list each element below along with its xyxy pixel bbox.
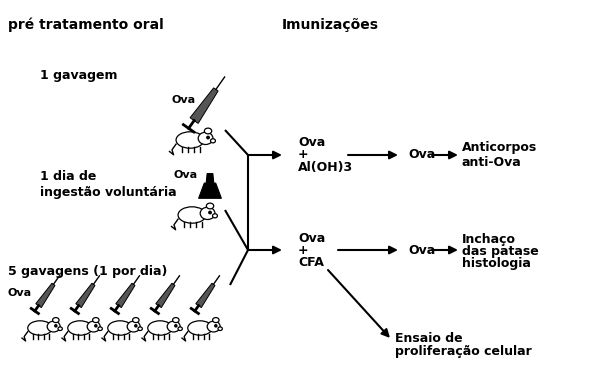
Text: Ensaio de: Ensaio de xyxy=(395,332,463,344)
Ellipse shape xyxy=(167,321,180,332)
Polygon shape xyxy=(36,283,55,308)
Circle shape xyxy=(207,136,209,139)
Ellipse shape xyxy=(98,327,102,330)
Ellipse shape xyxy=(178,327,182,330)
Text: das patase: das patase xyxy=(462,245,539,258)
Text: Ova: Ova xyxy=(408,149,435,162)
Text: 1 gavagem: 1 gavagem xyxy=(40,68,118,81)
Ellipse shape xyxy=(132,318,139,323)
Text: Ova: Ova xyxy=(298,137,326,149)
Ellipse shape xyxy=(198,132,213,145)
Ellipse shape xyxy=(213,214,217,218)
Ellipse shape xyxy=(173,318,179,323)
Ellipse shape xyxy=(138,327,143,330)
Ellipse shape xyxy=(200,207,215,219)
Polygon shape xyxy=(190,88,218,123)
Text: CFA: CFA xyxy=(298,255,324,269)
Ellipse shape xyxy=(68,321,92,335)
Circle shape xyxy=(135,325,137,327)
Text: pré tratamento oral: pré tratamento oral xyxy=(8,18,164,32)
Text: Inchaço: Inchaço xyxy=(462,234,516,247)
Text: Imunizações: Imunizações xyxy=(282,18,378,32)
Ellipse shape xyxy=(176,132,204,148)
Ellipse shape xyxy=(210,139,216,143)
Circle shape xyxy=(215,325,217,327)
Ellipse shape xyxy=(213,318,219,323)
Ellipse shape xyxy=(218,327,222,330)
Text: 5 gavagens (1 por dia): 5 gavagens (1 por dia) xyxy=(8,265,168,279)
Ellipse shape xyxy=(87,321,100,332)
Text: Ova: Ova xyxy=(172,95,196,105)
Text: Ova: Ova xyxy=(408,244,435,256)
Ellipse shape xyxy=(58,327,62,330)
Text: proliferação celular: proliferação celular xyxy=(395,346,532,358)
Ellipse shape xyxy=(148,321,172,335)
Text: Ova: Ova xyxy=(8,288,32,298)
Text: Anticorpos: Anticorpos xyxy=(462,142,537,155)
Circle shape xyxy=(55,325,57,327)
Ellipse shape xyxy=(28,321,52,335)
Ellipse shape xyxy=(93,318,99,323)
Polygon shape xyxy=(198,183,222,198)
Polygon shape xyxy=(156,283,175,308)
Ellipse shape xyxy=(108,321,132,335)
Ellipse shape xyxy=(207,321,220,332)
Polygon shape xyxy=(116,283,135,308)
Circle shape xyxy=(175,325,177,327)
Ellipse shape xyxy=(206,203,214,209)
Ellipse shape xyxy=(188,321,212,335)
Ellipse shape xyxy=(127,321,140,332)
Text: anti-Ova: anti-Ova xyxy=(462,156,522,169)
Text: Ova: Ova xyxy=(174,170,198,180)
Text: Al(OH)3: Al(OH)3 xyxy=(298,160,353,173)
Ellipse shape xyxy=(178,207,206,223)
Circle shape xyxy=(209,211,211,214)
Ellipse shape xyxy=(47,321,60,332)
Polygon shape xyxy=(76,283,95,308)
Polygon shape xyxy=(196,283,215,308)
Ellipse shape xyxy=(204,128,211,134)
Ellipse shape xyxy=(53,318,59,323)
Text: Ova: Ova xyxy=(298,231,326,244)
Text: +: + xyxy=(298,149,309,162)
Circle shape xyxy=(95,325,97,327)
Text: 1 dia de
ingestão voluntária: 1 dia de ingestão voluntária xyxy=(40,170,176,199)
Polygon shape xyxy=(206,174,214,183)
Text: histologia: histologia xyxy=(462,258,531,270)
Text: +: + xyxy=(298,244,309,256)
